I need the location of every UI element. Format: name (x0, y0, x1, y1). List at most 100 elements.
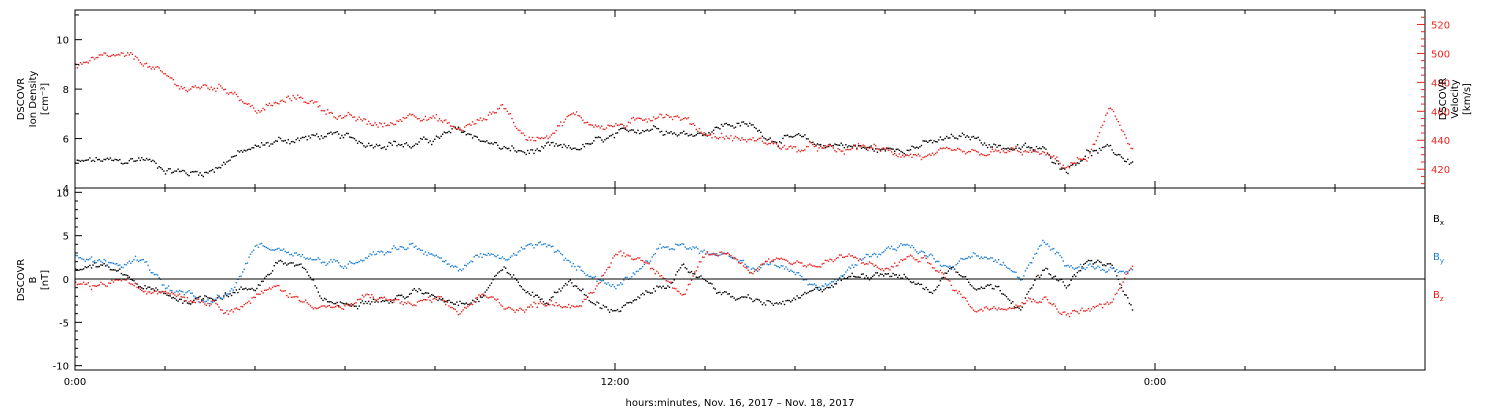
velocity-point (459, 127, 461, 129)
density-point (749, 122, 751, 124)
b-red-point (445, 303, 447, 306)
density-point (462, 131, 464, 133)
b-red-point (1007, 308, 1009, 310)
density-point (914, 147, 916, 149)
b-black-point (1010, 302, 1012, 304)
b-blue-point (544, 243, 546, 245)
b-black-point (712, 287, 715, 289)
b-black-point (1062, 281, 1064, 283)
b-blue-point (642, 266, 644, 268)
density-point (531, 149, 534, 151)
b-red-point (739, 262, 742, 264)
b-blue-point (248, 256, 250, 258)
velocity-point (260, 110, 263, 112)
b-black-point (434, 295, 436, 298)
b-black-point (879, 273, 882, 275)
velocity-point (196, 87, 198, 89)
b-black-point (368, 300, 370, 303)
b-blue-point (158, 277, 160, 279)
density-point (1119, 154, 1121, 156)
b-black-point (552, 296, 554, 298)
b-red-point (612, 257, 614, 259)
b-blue-point (79, 257, 82, 259)
b-blue-point (621, 283, 623, 286)
b-blue-point (1002, 261, 1005, 264)
b-blue-point (831, 281, 833, 283)
b-blue-point (268, 248, 271, 251)
velocity-point (966, 151, 968, 154)
velocity-point (363, 118, 365, 120)
velocity-point (545, 135, 548, 137)
density-point (1112, 152, 1115, 154)
density-point (234, 155, 236, 157)
velocity-point (364, 118, 367, 121)
velocity-point (316, 101, 318, 103)
b-red-point (440, 296, 442, 298)
density-point (215, 167, 217, 169)
b-blue-point (486, 254, 488, 257)
velocity-point (731, 140, 734, 142)
b-red-point (865, 263, 868, 265)
b-blue-point (631, 276, 633, 278)
b-red-point (408, 302, 411, 304)
velocity-point (771, 140, 773, 142)
b-red-point (317, 307, 319, 309)
b-black-point (75, 268, 77, 270)
b-red-point (1062, 311, 1064, 313)
b-blue-point (1125, 270, 1127, 273)
density-point (950, 133, 953, 136)
velocity-point (1083, 158, 1085, 160)
velocity-point (103, 52, 105, 54)
density-point (158, 166, 160, 168)
density-point (402, 146, 404, 148)
b-blue-point (301, 254, 304, 256)
b-red-point (459, 313, 461, 315)
density-point (690, 133, 693, 136)
b-blue-point (457, 270, 460, 272)
b-red-point (607, 266, 609, 269)
b-red-point (1032, 298, 1034, 300)
b-blue-point (448, 263, 450, 265)
b-red-point (665, 280, 667, 282)
b-black-point (564, 282, 567, 285)
density-point (760, 131, 762, 134)
velocity-point (449, 125, 452, 127)
b-blue-point (112, 262, 115, 265)
b-blue-point (125, 264, 127, 266)
density-point (916, 146, 918, 148)
density-point (757, 130, 759, 132)
b-black-point (497, 272, 499, 274)
density-point (300, 137, 302, 140)
b-red-point (922, 257, 924, 259)
b-black-point (615, 310, 617, 312)
b-red-point (957, 292, 959, 294)
b-red-point (368, 294, 370, 296)
b-blue-point (969, 257, 971, 259)
b-blue-point (116, 263, 118, 265)
velocity-point (996, 150, 998, 152)
b-blue-point (153, 273, 156, 276)
velocity-point (638, 117, 641, 119)
density-point (1037, 148, 1039, 150)
velocity-point (935, 152, 937, 155)
b-red-point (675, 288, 677, 290)
velocity-point (897, 156, 899, 158)
velocity-point (763, 142, 765, 144)
b-blue-point (166, 287, 168, 289)
b-black-point (890, 275, 893, 278)
b-red-point (851, 255, 853, 257)
b-black-point (388, 302, 390, 304)
b-blue-point (1105, 271, 1107, 273)
velocity-point (998, 149, 1000, 152)
velocity-point (890, 151, 893, 153)
b-red-point (689, 283, 691, 285)
velocity-point (575, 111, 578, 113)
velocity-point (968, 150, 970, 153)
b-red-point (320, 305, 323, 307)
b-black-point (914, 283, 916, 285)
b-blue-point (111, 262, 113, 264)
b-red-point (731, 256, 734, 259)
b-blue-point (695, 246, 697, 248)
